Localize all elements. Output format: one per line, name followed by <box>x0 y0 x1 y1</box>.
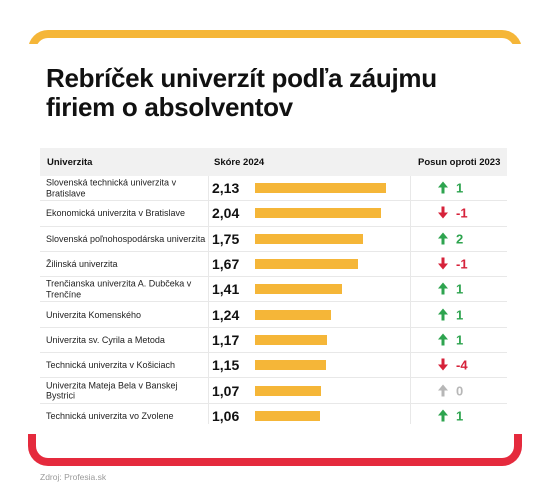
rank-change-value: 1 <box>456 408 464 424</box>
score-bar <box>255 385 321 396</box>
score-label: 1,07 <box>212 382 240 399</box>
arrow-up-icon <box>438 384 448 397</box>
score-bar <box>255 208 381 219</box>
rank-change-value: -4 <box>456 357 468 373</box>
rank-change-value: 1 <box>456 307 464 323</box>
header-change: Posun oproti 2023 <box>418 157 501 168</box>
arrow-up-icon <box>438 308 448 321</box>
rank-change: -1 <box>438 257 468 272</box>
arrow-down-icon <box>438 358 448 371</box>
header-score: Skóre 2024 <box>214 157 265 168</box>
table-body: Slovenská technická univerzita v Bratisl… <box>40 176 507 428</box>
score-bar <box>255 233 363 244</box>
rank-change: 1 <box>438 307 463 322</box>
rank-change: 1 <box>438 332 463 347</box>
score-bar <box>255 334 327 345</box>
score-label: 1,67 <box>212 256 240 273</box>
bottom-accent-frame <box>28 434 522 466</box>
table-row: Univerzita Mateja Bela v Banskej Bystric… <box>40 378 507 404</box>
table-row: Slovenská poľnohospodárska univerzita 1,7… <box>40 227 507 252</box>
score-label: 2,04 <box>212 205 240 222</box>
table-row: Ekonomická univerzita v Bratislave 2,04 -1 <box>40 201 507 227</box>
rank-change: -1 <box>438 206 468 221</box>
score-label: 1,24 <box>212 306 240 323</box>
rank-change-value: 2 <box>456 231 464 247</box>
score-bar <box>255 410 321 421</box>
table-row: Technická univerzita v Košiciach 1,15 -4 <box>40 353 507 379</box>
arrow-up-icon <box>438 181 448 194</box>
rank-change: 1 <box>438 282 463 297</box>
arrow-up-icon <box>438 409 448 422</box>
score-bar <box>255 183 386 194</box>
rank-change: 1 <box>438 181 463 196</box>
university-name: Slovenská poľnohospodárska univerzita <box>46 233 206 244</box>
table-row: Univerzita Komenského 1,24 1 <box>40 302 507 328</box>
score-label: 1,17 <box>212 331 240 348</box>
rank-change: 0 <box>438 383 463 398</box>
score-bar <box>255 309 332 320</box>
rank-change-value: -1 <box>456 205 468 221</box>
table-row: Univerzita sv. Cyrila a Metoda 1,17 1 <box>40 328 507 354</box>
rank-change-value: 0 <box>456 383 464 399</box>
rank-change: 1 <box>438 408 463 423</box>
table-row: Slovenská technická univerzita v Bratisl… <box>40 176 507 202</box>
university-name: Trenčianska univerzita A. Dubčeka v Tren… <box>46 278 192 300</box>
score-label: 1,75 <box>212 230 240 247</box>
university-name: Ekonomická univerzita v Bratislave <box>46 208 186 219</box>
university-name: Univerzita sv. Cyrila a Metoda <box>46 334 165 345</box>
rank-change-value: 1 <box>456 281 464 297</box>
rank-change-value: 1 <box>456 332 464 348</box>
arrow-up-icon <box>438 232 448 245</box>
table-header: Univerzita Skóre 2024 Posun oproti 2023 <box>40 148 507 176</box>
score-bar <box>255 284 342 295</box>
score-bar <box>255 360 326 371</box>
score-label: 1,41 <box>212 281 240 298</box>
university-name: Technická univerzita v Košiciach <box>46 359 176 370</box>
arrow-up-icon <box>438 333 448 346</box>
university-name: Univerzita Komenského <box>46 309 142 320</box>
university-name: Slovenská technická univerzita v Bratisl… <box>46 177 177 199</box>
source-note: Zdroj: Profesia.sk <box>40 472 107 482</box>
rank-change-value: -1 <box>456 256 468 272</box>
score-label: 1,15 <box>212 357 240 374</box>
score-bar <box>255 259 358 270</box>
header-university: Univerzita <box>47 157 93 168</box>
table-row: Technická univerzita vo Zvolene 1,06 1 <box>40 404 507 428</box>
university-name: Žilinská univerzita <box>46 258 118 269</box>
chart-title: Rebríček univerzít podľa záujmu firiem o… <box>46 63 437 122</box>
rank-change: -4 <box>438 358 468 373</box>
rank-change-value: 1 <box>456 180 464 196</box>
arrow-up-icon <box>438 282 448 295</box>
table-row: Trenčianska univerzita A. Dubčeka v Tren… <box>40 277 507 303</box>
ranking-table: Univerzita Skóre 2024 Posun oproti 2023 … <box>40 148 507 428</box>
university-name: Technická univerzita vo Zvolene <box>46 410 174 421</box>
university-name: Univerzita Mateja Bela v Banskej Bystric… <box>46 380 178 401</box>
arrow-down-icon <box>438 206 448 219</box>
arrow-down-icon <box>438 257 448 270</box>
score-label: 1,06 <box>212 407 240 424</box>
rank-change: 2 <box>438 231 463 246</box>
table-row: Žilinská univerzita 1,67 -1 <box>40 252 507 278</box>
score-label: 2,13 <box>212 180 240 197</box>
